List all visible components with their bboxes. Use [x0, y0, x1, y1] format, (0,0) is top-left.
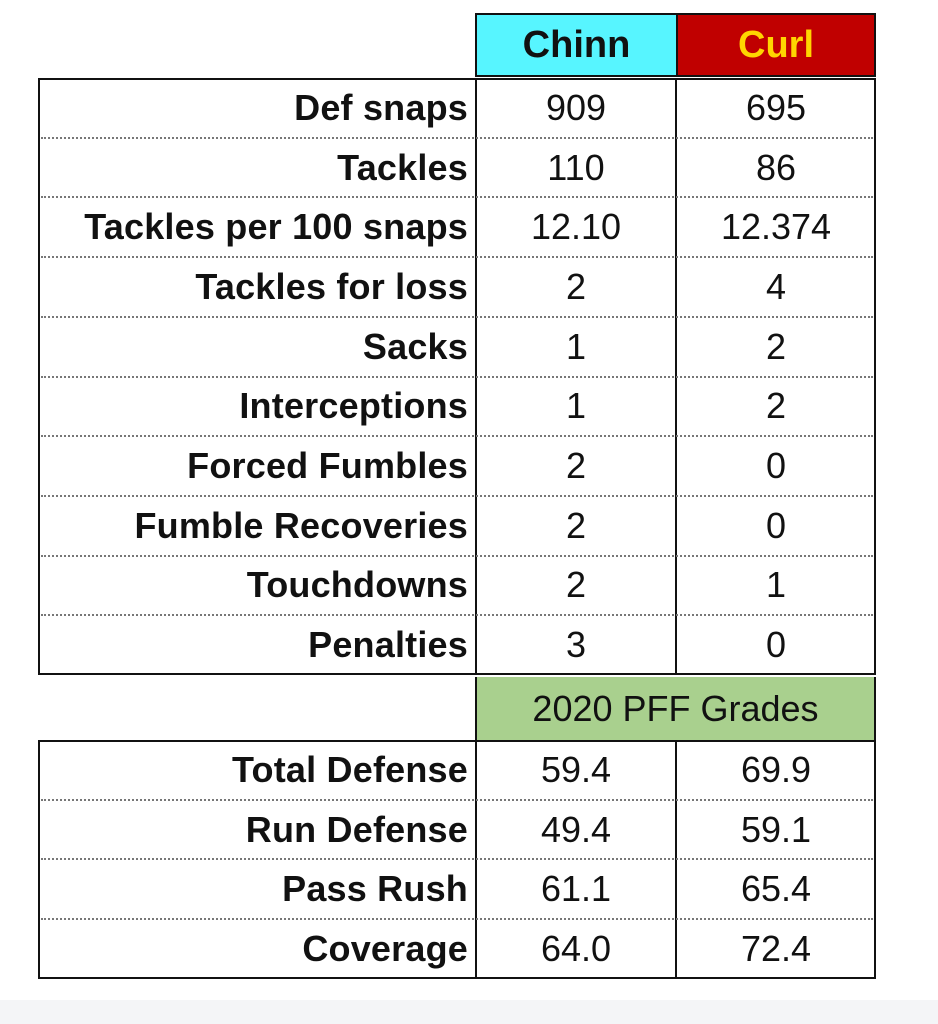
row-separator: [41, 435, 873, 437]
value-chinn: 12.10: [530, 206, 622, 248]
row-label: Tackles per 100 snaps: [84, 206, 468, 248]
value-curl: 59.1: [740, 808, 812, 850]
row-separator: [41, 555, 873, 557]
row-separator: [41, 137, 873, 139]
row-label: Touchdowns: [246, 564, 468, 606]
row-separator: [41, 918, 873, 920]
row-label: Forced Fumbles: [187, 445, 468, 487]
value-chinn: 2: [565, 445, 587, 487]
value-chinn: 59.4: [540, 748, 612, 790]
value-chinn: 49.4: [540, 808, 612, 850]
row-separator: [41, 858, 873, 860]
row-label: Total Defense: [232, 748, 468, 790]
row-label: Pass Rush: [282, 868, 468, 910]
row-separator: [41, 196, 873, 198]
value-curl: 69.9: [740, 748, 812, 790]
value-chinn: 2: [565, 564, 587, 606]
row-separator: [41, 316, 873, 318]
value-chinn: 110: [547, 146, 605, 188]
row-label: Run Defense: [245, 808, 468, 850]
bottom-band: [0, 1000, 938, 1024]
row-label: Interceptions: [239, 385, 468, 427]
value-curl: 0: [765, 504, 787, 546]
value-chinn: 61.1: [540, 868, 612, 910]
value-curl: 1: [765, 564, 787, 606]
value-chinn: 1: [565, 385, 587, 427]
row-label: Fumble Recoveries: [134, 504, 468, 546]
row-label: Sacks: [362, 325, 468, 367]
value-curl: 65.4: [740, 868, 812, 910]
value-curl: 0: [765, 624, 787, 666]
column-header-curl: Curl: [676, 13, 876, 77]
row-label: Tackles for loss: [195, 265, 468, 307]
row-label: Coverage: [302, 927, 468, 969]
value-chinn: 3: [565, 624, 587, 666]
row-separator: [41, 799, 873, 801]
row-separator: [41, 256, 873, 258]
column-header-chinn: Chinn: [475, 13, 676, 77]
value-curl: 86: [755, 146, 797, 188]
value-chinn: 909: [545, 86, 607, 128]
row-separator: [41, 614, 873, 616]
row-label: Def snaps: [294, 86, 468, 128]
value-chinn: 1: [565, 325, 587, 367]
value-curl: 72.4: [740, 927, 812, 969]
value-chinn: 2: [565, 504, 587, 546]
value-curl: 0: [765, 445, 787, 487]
value-chinn: 64.0: [540, 927, 612, 969]
pff-grades-header: 2020 PFF Grades: [475, 677, 876, 740]
value-curl: 695: [745, 86, 807, 128]
value-curl: 4: [765, 265, 787, 307]
row-separator: [41, 376, 873, 378]
value-curl: 2: [765, 385, 787, 427]
value-chinn: 2: [565, 265, 587, 307]
row-label: Penalties: [308, 624, 468, 666]
value-curl: 12.374: [720, 206, 832, 248]
row-label: Tackles: [337, 146, 468, 188]
row-separator: [41, 495, 873, 497]
value-curl: 2: [765, 325, 787, 367]
